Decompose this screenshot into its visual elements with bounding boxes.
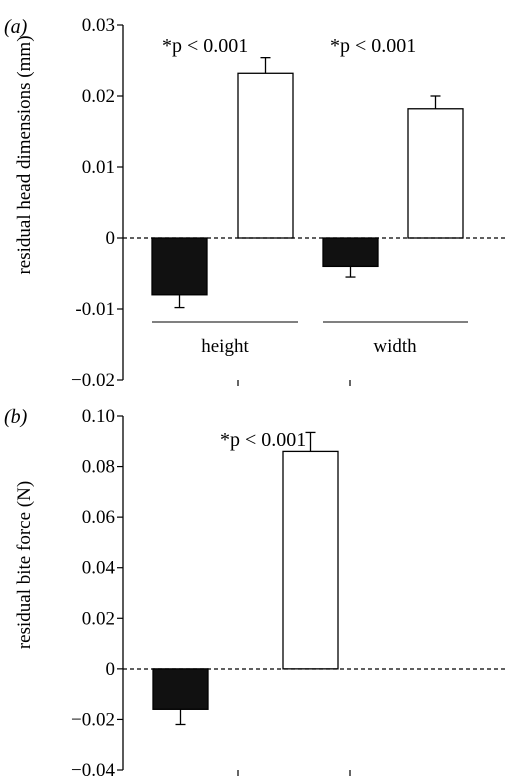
panel-a-ytick-label: -0.01 <box>75 299 115 320</box>
panel-a-bar <box>407 108 464 239</box>
panel-a-annotation-height: *p < 0.001 <box>162 35 248 57</box>
panel-a-ytick-label: −0.02 <box>71 370 115 391</box>
panel-b-ytick-label: 0.06 <box>82 507 115 528</box>
panel-b-bar <box>152 668 209 710</box>
panel-a-ylabel: residual head dimensions (mm) <box>14 35 35 274</box>
panel-a-ytick-label: 0.01 <box>82 157 115 178</box>
panel-a-annotation-width: *p < 0.001 <box>330 35 416 57</box>
panel-b-ytick-label: 0.04 <box>82 558 116 579</box>
panel-b-annotation: *p < 0.001 <box>220 429 306 451</box>
panel-a: (a) residual head dimensions (mm) −0.02 -… <box>4 15 508 391</box>
panel-a-label: (a) <box>4 16 28 38</box>
panel-b-ytick-label: 0.02 <box>82 608 115 629</box>
panel-b-ytick-label: 0.08 <box>82 457 115 478</box>
panel-b-ytick-label: 0.10 <box>82 406 115 427</box>
panel-a-ytick-label: 0 <box>106 228 116 249</box>
panel-a-bar <box>237 72 294 239</box>
panel-b-ytick-label: −0.04 <box>71 760 115 780</box>
panel-a-bar <box>151 237 208 296</box>
panel-b: (b) residual bite force (N) −0.04 −0.02 0 0… <box>4 406 508 780</box>
panel-a-group-label-width: width <box>373 336 417 357</box>
panel-a-group-label-height: height <box>201 336 249 357</box>
panel-b-ytick-label: 0 <box>106 659 116 680</box>
panel-b-ylabel: residual bite force (N) <box>14 481 35 649</box>
panel-a-ytick-label: 0.03 <box>82 15 115 36</box>
panel-b-ytick-label: −0.02 <box>71 709 115 730</box>
panel-b-label: (b) <box>4 406 28 428</box>
panel-a-bar <box>322 237 379 268</box>
panel-a-ytick-label: 0.02 <box>82 86 115 107</box>
panel-b-bar <box>282 450 339 670</box>
